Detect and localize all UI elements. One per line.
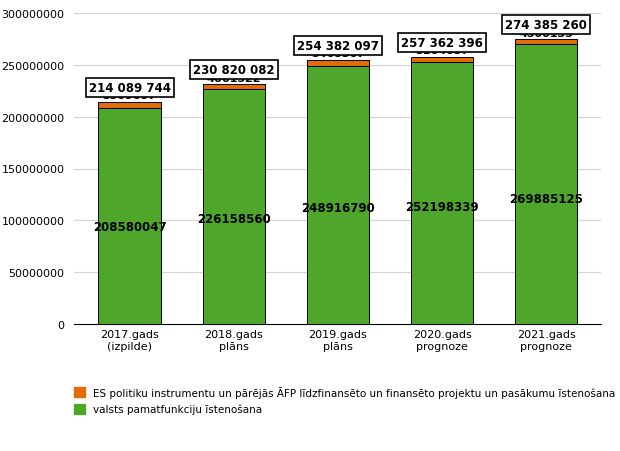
- Text: 5509697: 5509697: [102, 91, 157, 101]
- Bar: [307, 66, 369, 325]
- Text: 254 382 097: 254 382 097: [297, 40, 379, 53]
- Text: 4500135: 4500135: [520, 28, 573, 38]
- Text: 257 362 396: 257 362 396: [401, 37, 483, 50]
- Bar: [99, 108, 161, 325]
- Text: 214 089 744: 214 089 744: [89, 81, 170, 94]
- Bar: [515, 45, 577, 325]
- Text: 5164057: 5164057: [415, 46, 469, 56]
- Text: 269885125: 269885125: [509, 192, 583, 205]
- Legend: ES politiku instrumentu un pārējās ĀFP līdzfinansēto un finansēto projektu un pa: ES politiku instrumentu un pārējās ĀFP l…: [74, 386, 615, 414]
- Text: 208580047: 208580047: [93, 221, 166, 234]
- Text: 4661522: 4661522: [206, 74, 261, 84]
- Text: 248916790: 248916790: [301, 202, 374, 215]
- Bar: [99, 103, 161, 108]
- Bar: [411, 63, 473, 325]
- Bar: [203, 90, 265, 325]
- Text: 252198339: 252198339: [405, 201, 479, 213]
- Text: 5465307: 5465307: [311, 49, 365, 59]
- Text: 226158560: 226158560: [197, 213, 270, 226]
- Bar: [515, 40, 577, 45]
- Bar: [411, 58, 473, 63]
- Bar: [203, 85, 265, 90]
- Bar: [307, 61, 369, 66]
- Text: 230 820 082: 230 820 082: [193, 64, 275, 77]
- Text: 274 385 260: 274 385 260: [505, 19, 587, 32]
